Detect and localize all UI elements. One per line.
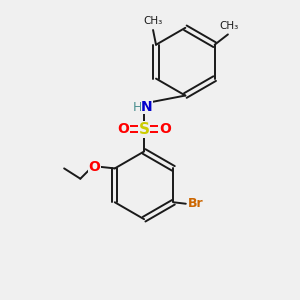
- Text: H: H: [133, 100, 142, 113]
- Text: CH₃: CH₃: [220, 21, 239, 31]
- Text: O: O: [88, 160, 100, 174]
- Text: S: S: [139, 122, 150, 137]
- Text: O: O: [118, 122, 129, 136]
- Text: O: O: [159, 122, 171, 136]
- Text: Br: Br: [188, 197, 203, 210]
- Text: N: N: [141, 100, 153, 114]
- Text: CH₃: CH₃: [143, 16, 163, 26]
